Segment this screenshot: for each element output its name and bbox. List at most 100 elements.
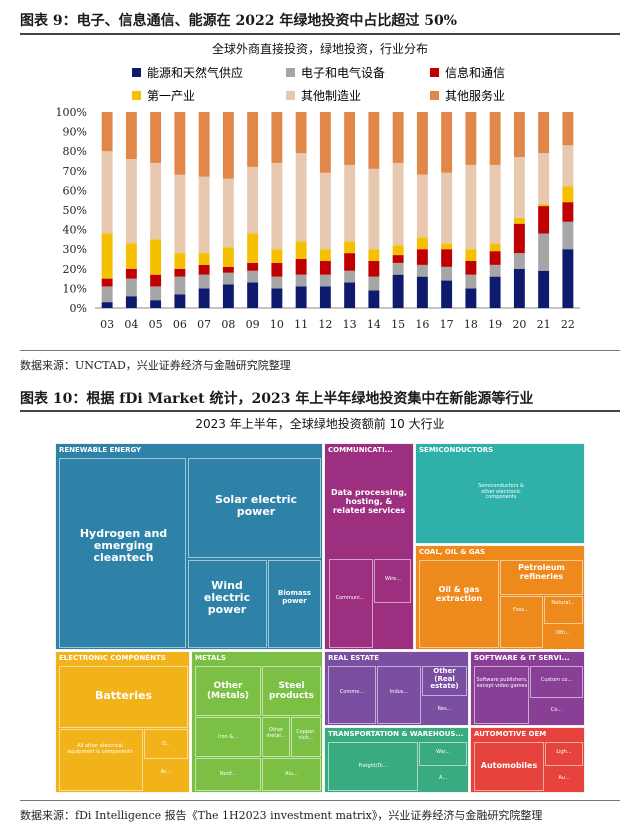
bar-segment (465, 260, 477, 275)
legend-item: 其他服务业 (430, 87, 505, 104)
treemap-label: Ac... (160, 769, 172, 775)
treemap-label: Petroleum refineries (518, 563, 565, 581)
bar-segment (562, 221, 574, 250)
x-tick-label: 21 (537, 318, 551, 331)
bar-segment (489, 243, 501, 252)
treemap-cell (195, 717, 261, 757)
bar-segment (150, 239, 162, 275)
treemap-label: Oth... (556, 630, 570, 636)
figure10-source: 数据来源：fDi Intelligence 报告《The 1H2023 inve… (20, 809, 543, 822)
treemap-label: War... (435, 749, 451, 755)
x-tick-label: 05 (149, 318, 163, 331)
bar-segment (125, 112, 137, 160)
x-tick-label: 13 (343, 318, 357, 331)
bar-segment (174, 268, 186, 277)
bar-segment (222, 178, 234, 248)
treemap-label: Co... (550, 707, 563, 713)
group-header: COMMUNICATI... (328, 446, 393, 454)
bar-segment (513, 268, 525, 308)
treemap-label: Biomass power (278, 589, 311, 605)
bar-segment (368, 260, 380, 277)
bar-segment (198, 112, 210, 177)
bar-segment (150, 300, 162, 308)
bar-segment (562, 249, 574, 308)
bar-segment (150, 274, 162, 287)
bar-segment (538, 204, 550, 207)
legend-swatch (132, 68, 141, 77)
bar-segment (125, 278, 137, 297)
bar-segment (416, 174, 428, 238)
legend-item: 第一产业 (132, 87, 195, 104)
bar-segment (513, 217, 525, 224)
figure9-subtitle: 全球外商直接投资，绿地投资，行业分布 (211, 42, 428, 56)
x-tick-label: 14 (367, 318, 381, 331)
legend-item: 其他制造业 (286, 87, 361, 104)
x-tick-label: 19 (488, 318, 502, 331)
legend-label: 其他服务业 (445, 89, 506, 103)
bar-segment (489, 112, 501, 165)
chart-legend: 能源和天然气供应 电子和电气设备 信息和通信 第一产业 其他制造业 其他服务业 (120, 62, 590, 106)
bar-segment (368, 290, 380, 308)
bar-segment (368, 276, 380, 291)
treemap-label: Ligh... (556, 749, 572, 755)
y-tick-label: 40% (63, 224, 87, 237)
bar-segment (295, 112, 307, 154)
bar-segment (295, 274, 307, 287)
treemap-label: Other (Real estate) (430, 667, 459, 691)
treemap-group-semiconductors: SEMICONDUCTORS Semiconductors & other el… (415, 443, 585, 544)
treemap-group-automotive-oem: AUTOMOTIVE OEM Automobiles Ligh... Au... (470, 727, 585, 793)
bar-segment (368, 168, 380, 250)
x-tick-label: 16 (415, 318, 429, 331)
y-tick-label: 20% (63, 263, 87, 276)
figure10-subtitle: 2023 年上半年，全球绿地投资额前 10 大行业 (195, 417, 445, 431)
treemap-group-real-estate: REAL ESTATE Comme... Indus... Other (Rea… (324, 651, 469, 726)
bar-segment (125, 268, 137, 279)
bar-segment (513, 253, 525, 269)
treemap-group-renewable-energy: RENEWABLE ENERGY Hydrogen and emerging c… (55, 443, 323, 650)
bar-segment (198, 253, 210, 265)
bar-segment (174, 276, 186, 295)
x-tick-label: 06 (173, 318, 187, 331)
x-tick-label: 15 (391, 318, 405, 331)
figure9-title: 图表 9：电子、信息通信、能源在 2022 年绿地投资中占比超过 50% (20, 13, 457, 29)
x-tick-label: 04 (124, 318, 138, 331)
legend-swatch (286, 91, 295, 100)
bar-segment (247, 112, 259, 167)
bar-segment (271, 112, 283, 163)
bar-segment (416, 276, 428, 308)
y-tick-label: 0% (70, 302, 87, 315)
treemap-cell (500, 596, 543, 648)
bar-segment (247, 282, 259, 308)
figure9-source: 数据来源：UNCTAD，兴业证券经济与金融研究院整理 (20, 359, 291, 372)
treemap-label: Semiconductors & other electronic compon… (478, 483, 524, 500)
treemap-label: Automobiles (480, 761, 538, 770)
bar-segment (101, 302, 113, 308)
group-header: COAL, OIL & GAS (419, 548, 486, 556)
treemap-label: Software publishers, except video games (476, 677, 528, 689)
group-header: SOFTWARE & IT SERVI... (474, 654, 570, 662)
bar-segment (562, 112, 574, 146)
y-tick-label: 100% (56, 106, 87, 119)
bar-segment (295, 153, 307, 242)
bar-segment (538, 112, 550, 154)
x-tick-label: 10 (270, 318, 284, 331)
treemap-label: Au... (558, 775, 570, 781)
treemap-label: Custom co... (540, 677, 573, 683)
treemap-label: Copper, nick... (296, 729, 316, 741)
y-tick-label: 70% (63, 165, 87, 178)
bar-segment (465, 164, 477, 250)
treemap-cell (262, 666, 321, 716)
bar-segment (489, 264, 501, 277)
x-tick-label: 17 (440, 318, 454, 331)
bar-segment (125, 296, 137, 308)
figure10-title-rule (20, 410, 620, 412)
legend-label: 能源和天然气供应 (147, 66, 244, 80)
treemap-label: Other metal... (266, 727, 286, 739)
treemap-group-transportation: TRANSPORTATION & WAREHOUS... Freight/Di.… (324, 727, 469, 793)
treemap-label: Nonf... (219, 771, 237, 777)
bar-segment (198, 274, 210, 289)
bar-segment (174, 294, 186, 308)
group-header: METALS (195, 654, 226, 662)
bar-segment (513, 223, 525, 254)
treemap-group-communications: COMMUNICATI... Data processing, hosting,… (324, 443, 414, 650)
